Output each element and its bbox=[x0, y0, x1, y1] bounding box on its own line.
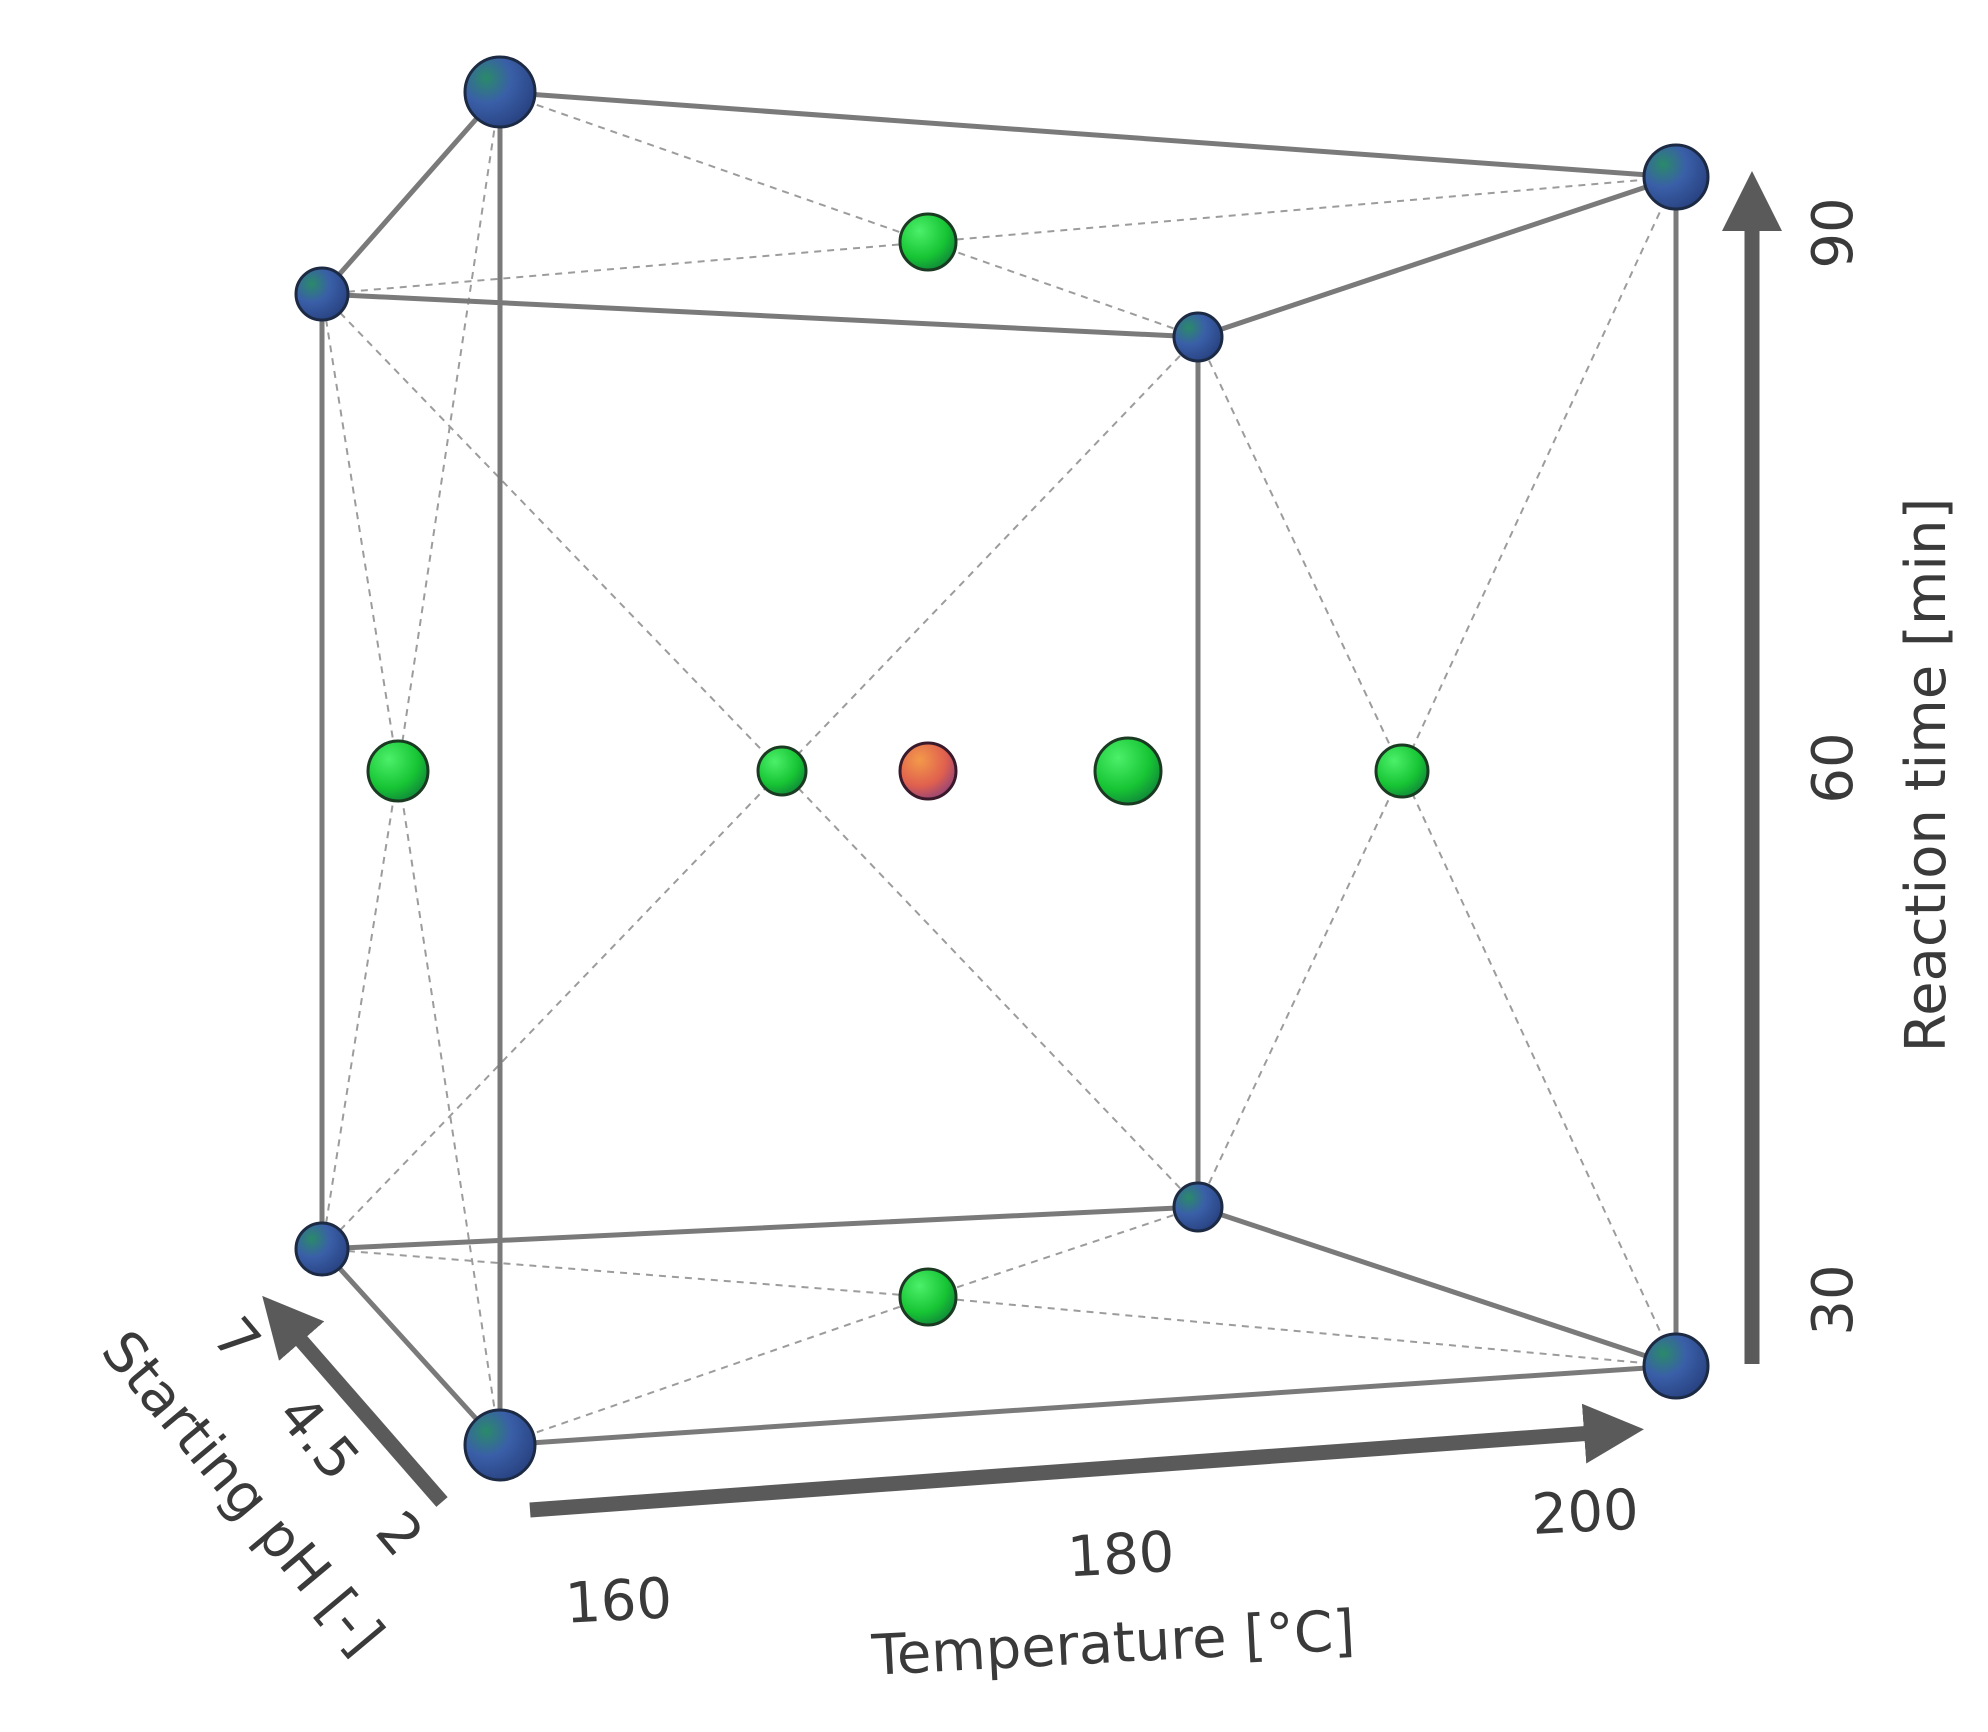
axial-point bbox=[1093, 736, 1163, 806]
factorial-point bbox=[463, 55, 537, 129]
ph-tick: 7 bbox=[200, 1306, 273, 1375]
axial-points bbox=[366, 212, 1430, 1327]
axial-point bbox=[1374, 743, 1430, 799]
time-tick: 90 bbox=[1801, 197, 1866, 268]
ph-axis-arrow bbox=[262, 1295, 448, 1507]
factorial-points bbox=[294, 55, 1710, 1482]
axial-point bbox=[366, 739, 430, 803]
temperature-axis-title: Temperature [°C] bbox=[869, 1599, 1356, 1689]
axial-point bbox=[898, 212, 958, 272]
factorial-point bbox=[1172, 1181, 1224, 1233]
center-point bbox=[898, 741, 958, 801]
temperature-tick: 160 bbox=[564, 1566, 674, 1637]
factorial-point bbox=[294, 266, 350, 322]
time-tick: 30 bbox=[1801, 1264, 1866, 1335]
factorial-point bbox=[463, 1408, 537, 1482]
axis-arrows bbox=[262, 171, 1782, 1518]
temperature-axis: 160 180 200 Temperature [°C] bbox=[564, 1478, 1641, 1689]
temperature-tick: 180 bbox=[1066, 1520, 1176, 1591]
ph-axis-title: Starting pH [-] bbox=[89, 1319, 396, 1668]
time-tick: 60 bbox=[1801, 732, 1866, 803]
time-axis: 30 60 90 Reaction time [min] bbox=[1801, 197, 1959, 1335]
factorial-point bbox=[1642, 143, 1710, 211]
factorial-point bbox=[294, 1221, 350, 1277]
ph-axis: 7 4.5 2 Starting pH [-] bbox=[89, 1306, 436, 1668]
factorial-point bbox=[1642, 1332, 1710, 1400]
axial-point bbox=[898, 1267, 958, 1327]
cube-edges bbox=[319, 89, 1679, 1448]
time-axis-title: Reaction time [min] bbox=[1894, 498, 1959, 1053]
temperature-tick: 200 bbox=[1530, 1478, 1640, 1549]
ph-tick: 2 bbox=[363, 1500, 436, 1569]
factorial-point bbox=[1172, 311, 1224, 363]
temperature-axis-arrow bbox=[529, 1403, 1644, 1518]
axial-point bbox=[756, 745, 808, 797]
dashed-guides bbox=[321, 91, 1677, 1446]
